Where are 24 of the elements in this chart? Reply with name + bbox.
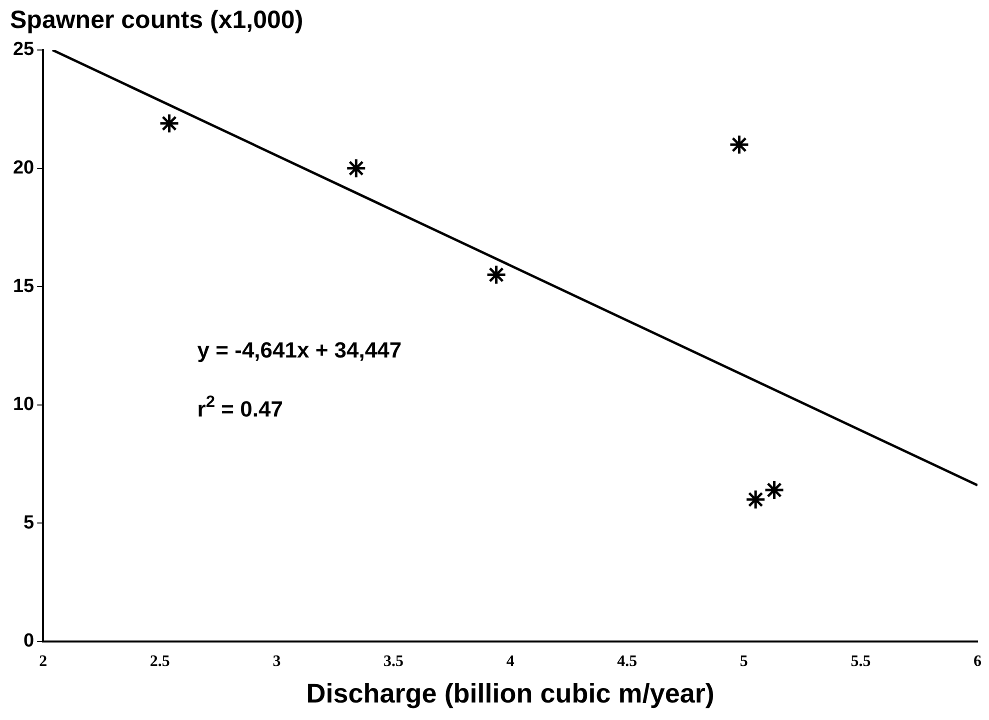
- x-tick-label: 2.5: [150, 653, 170, 670]
- point: [745, 489, 766, 510]
- y-tick-label: 0: [24, 630, 34, 652]
- x-tick-label: 3: [272, 653, 281, 670]
- y-tick-label: 15: [12, 276, 35, 297]
- point: [159, 113, 180, 134]
- x-tick-label: 4: [506, 653, 514, 670]
- x-axis-title: Discharge (billion cubic m/year): [306, 678, 714, 708]
- x-tick-label: 5: [740, 653, 748, 670]
- point: [728, 134, 750, 155]
- point: [486, 264, 507, 285]
- point: [764, 480, 785, 500]
- x-tick-label: 3.5: [384, 653, 404, 670]
- x-tick-label: 4.5: [617, 653, 638, 670]
- y-tick-label: 5: [24, 512, 35, 534]
- y-tick-label: 10: [12, 394, 34, 416]
- y-tick-label: 25: [12, 39, 35, 60]
- y-tick-label: 20: [12, 158, 34, 179]
- annotation: y = -4,641x + 34,447: [197, 338, 402, 363]
- x-tick-label: 2: [39, 653, 48, 670]
- x-tick-label: 6: [974, 653, 982, 670]
- point: [346, 158, 366, 179]
- x-tick-label: 5.5: [850, 653, 871, 670]
- chart-title: Spawner counts (x1,000): [10, 6, 304, 34]
